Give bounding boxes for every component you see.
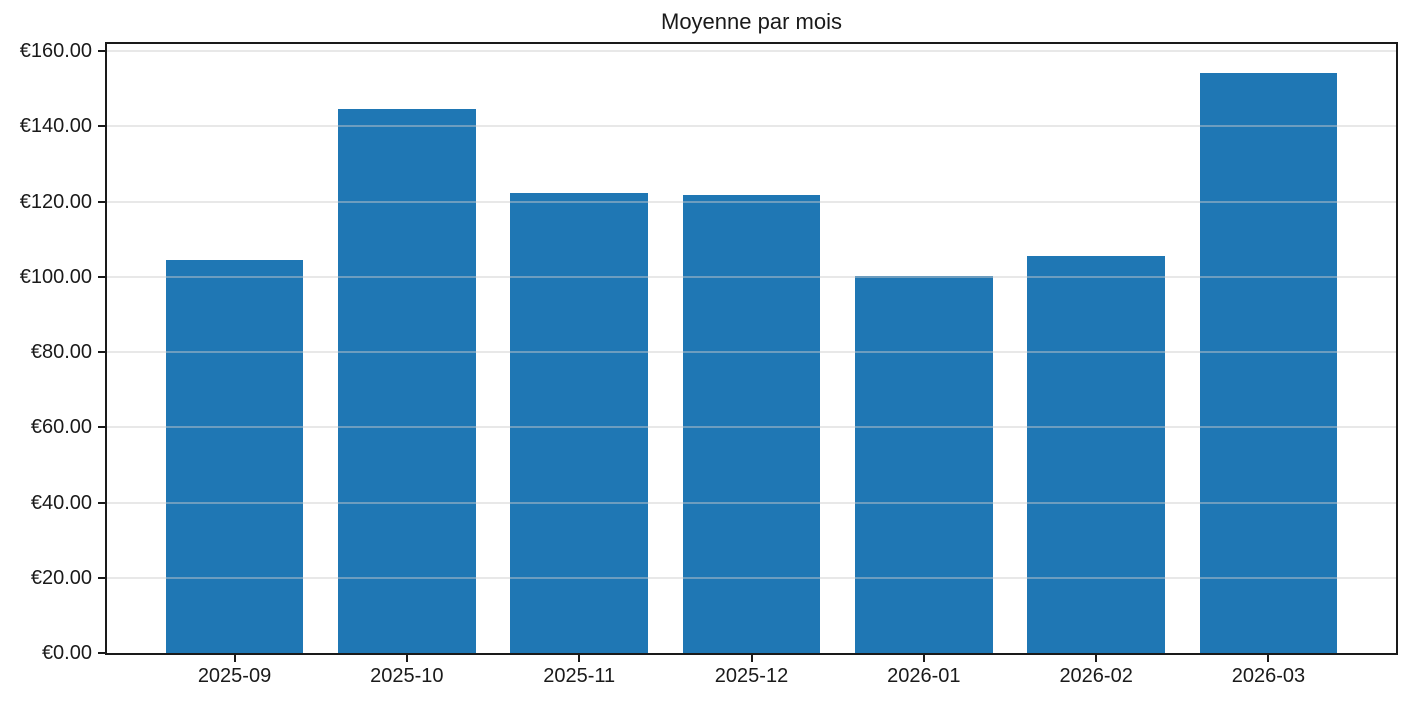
y-tick-label-100: €100.00 [19,265,92,288]
y-tick-label-60: €60.00 [30,416,92,439]
x-tick-mark-2025-12 [750,655,753,662]
y-tick-mark-0 [98,652,105,654]
x-tick-label-2026-03: 2026-03 [1231,665,1306,687]
gridline-40 [107,501,1396,504]
gridline-160 [107,50,1396,53]
plot-area [105,42,1398,655]
x-tick-mark-2025-09 [233,655,236,662]
y-tick-mark-140 [98,125,105,128]
bar-2025-11 [510,192,649,653]
bar-2025-12 [682,195,821,653]
x-tick-label-2025-09: 2025-09 [197,665,272,687]
bar-2026-01 [854,276,993,653]
gridline-140 [107,125,1396,128]
y-tick-label-40: €40.00 [30,491,92,514]
gridline-80 [107,351,1396,354]
bars-layer [107,44,1396,653]
bar-2025-10 [337,109,476,653]
gridline-60 [107,426,1396,429]
x-tick-mark-2026-01 [922,655,925,662]
x-tick-label-2026-01: 2026-01 [887,665,961,687]
y-tick-mark-20 [98,576,105,579]
gridline-20 [107,576,1396,579]
x-tick-mark-2025-11 [578,655,581,662]
gridline-100 [107,275,1396,278]
y-tick-mark-60 [98,426,105,429]
y-tick-label-80: €80.00 [30,341,92,364]
gridlines-layer [107,44,1396,653]
y-tick-mark-40 [98,501,105,504]
y-tick-label-160: €160.00 [19,40,92,63]
y-tick-mark-100 [98,275,105,278]
x-tick-mark-2025-10 [405,655,408,662]
y-tick-mark-80 [98,351,105,354]
bar-2025-09 [165,259,304,653]
bar-2026-03 [1199,73,1338,653]
gridline-120 [107,200,1396,203]
x-tick-label-2025-10: 2025-10 [370,665,444,687]
y-tick-label-20: €20.00 [30,566,92,589]
x-tick-mark-2026-03 [1267,655,1270,662]
x-tick-label-2025-11: 2025-11 [543,665,616,687]
bar-2026-02 [1027,255,1166,653]
y-tick-label-140: €140.00 [19,115,92,138]
y-tick-label-120: €120.00 [19,190,92,213]
chart-title: Moyenne par mois [661,9,842,34]
x-tick-label-2026-02: 2026-02 [1059,665,1133,687]
y-tick-mark-120 [98,200,105,203]
x-tick-label-2025-12: 2025-12 [714,665,789,687]
x-tick-mark-2026-02 [1095,655,1098,662]
y-tick-label-0: €0.00 [41,642,92,664]
y-tick-mark-160 [98,50,105,53]
